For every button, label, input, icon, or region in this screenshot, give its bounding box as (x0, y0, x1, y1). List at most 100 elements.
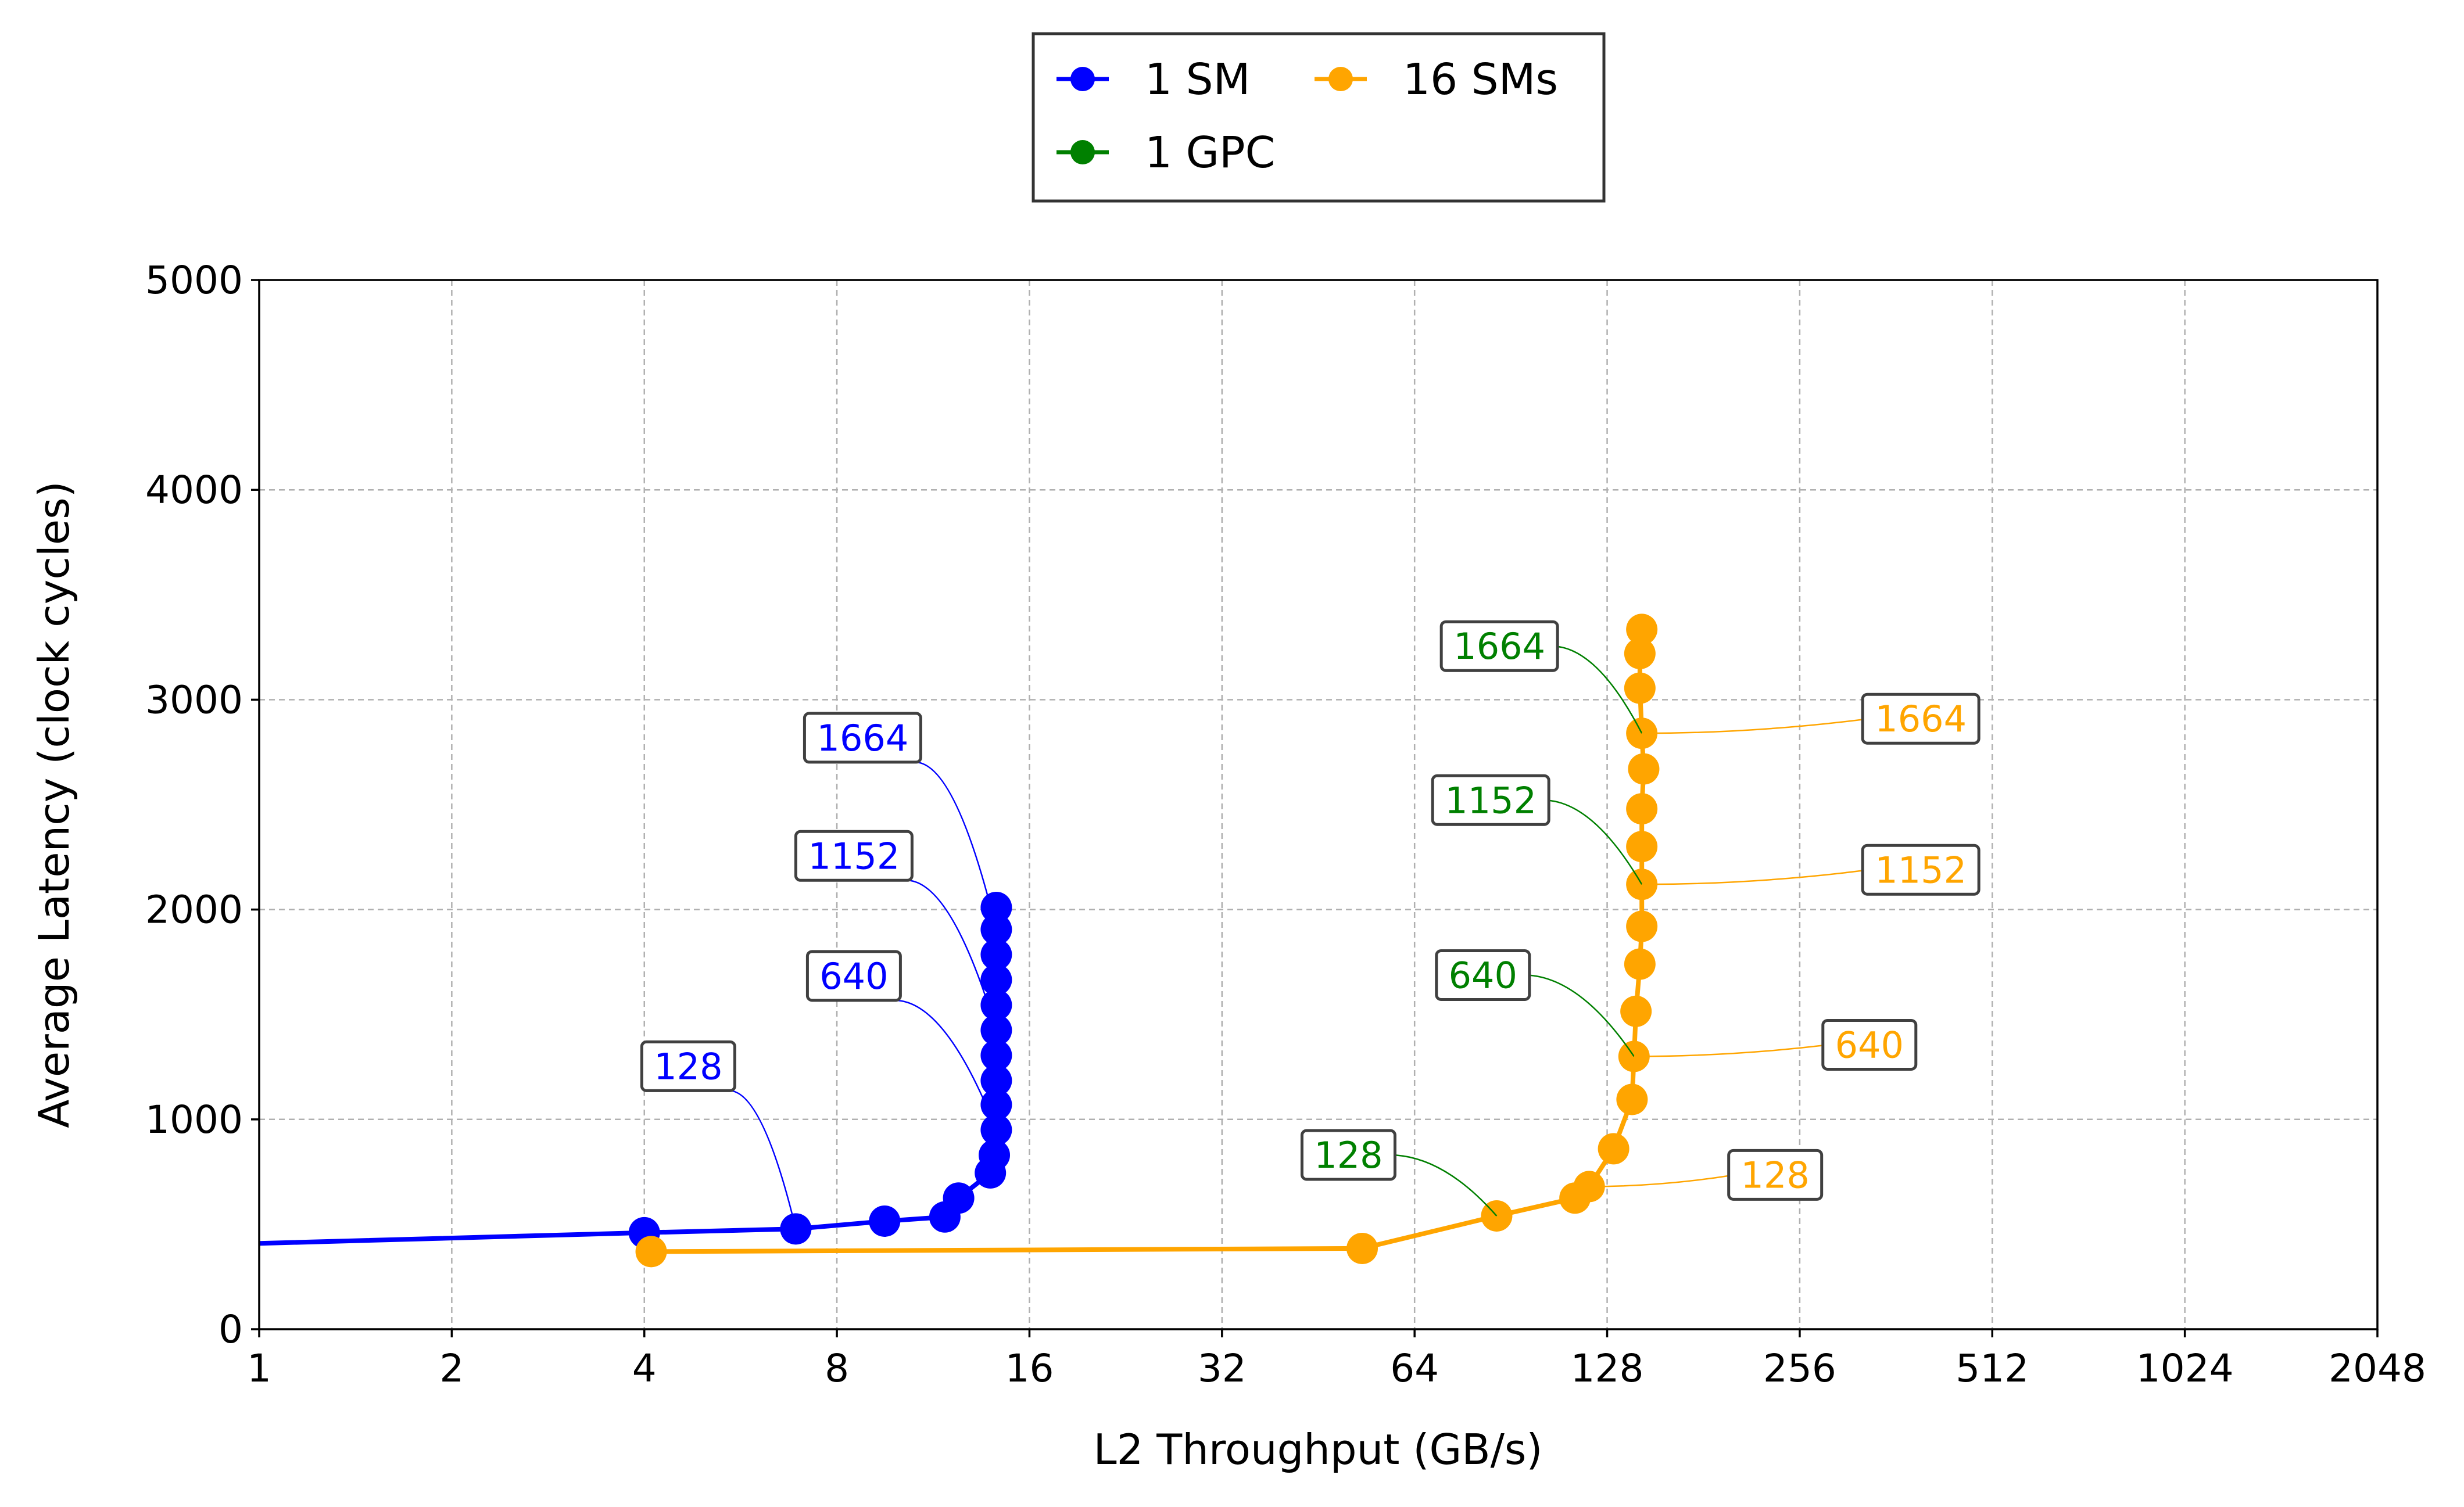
annotation-box (640, 1040, 736, 1092)
annotation-label: 1664 (1453, 625, 1545, 668)
annotation-label: 128 (1741, 1154, 1810, 1196)
data-point-16-sms (1626, 831, 1658, 863)
annotation-box (1861, 692, 1980, 745)
annotation-box (1727, 1149, 1824, 1201)
legend-frame (1032, 32, 1606, 203)
data-point-1-sm (980, 939, 1012, 971)
annotations: 128 640 1152 1664 128 640 1152 1664 128 640 1152 16… (640, 620, 1980, 1229)
annotation-label: 1152 (1875, 849, 1967, 891)
data-point-1-sm (943, 1182, 975, 1214)
data-point-16-sms (1624, 672, 1656, 704)
data-point-1-sm (979, 1139, 1011, 1171)
legend-entry-16-sms: 16 SMs (1315, 55, 1558, 105)
x-axis-label: L2 Throughput (GB/s) (1093, 1425, 1542, 1474)
y-tick-label: 0 (219, 1307, 243, 1352)
annotation-label: 640 (819, 955, 888, 998)
x-tick-label: 2048 (2329, 1346, 2426, 1391)
y-tick-label: 5000 (145, 258, 243, 303)
annotation-connector (1552, 645, 1643, 734)
data-point-16-sms (1628, 753, 1660, 785)
x-tick-label: 32 (1198, 1346, 1247, 1391)
data-point-1-sm (980, 891, 1012, 923)
annotation-connector (1389, 1154, 1498, 1217)
data-point-16-sms (1624, 637, 1656, 669)
y-tick-label: 3000 (145, 677, 243, 722)
annotation-label: 640 (1449, 954, 1517, 996)
annotation-connector (915, 761, 997, 930)
data-point-16-sms (1624, 948, 1656, 980)
annotation-1-gpc-640: 640 (1435, 949, 1635, 1057)
annotation-label: 1152 (1445, 779, 1537, 821)
annotation-label: 128 (654, 1045, 722, 1088)
annotation-box (805, 950, 902, 1002)
annotation-connector (1634, 1044, 1829, 1057)
x-tick-label: 64 (1390, 1346, 1439, 1391)
annotation-box (1821, 1018, 1918, 1071)
legend-entry-1-gpc: 1 GPC (1056, 128, 1275, 178)
y-axis-label: Average Latency (clock cycles) (30, 481, 78, 1128)
annotation-box (1439, 620, 1559, 672)
data-point-16-sms (1620, 995, 1652, 1027)
annotation-connector (906, 880, 997, 1031)
legend: 1 SM 16 SMs 1 GPC (1032, 32, 1606, 203)
annotation-16-sms-1664: 1664 (1642, 692, 1980, 745)
data-point-16-sms (1626, 613, 1658, 645)
annotation-1-sm-1664: 1664 (803, 712, 997, 930)
annotation-connector (894, 999, 997, 1131)
annotation-connector (1642, 717, 1869, 734)
data-point-16-sms (1626, 910, 1658, 942)
annotation-16-sms-128: 128 (1589, 1149, 1824, 1201)
legend-label-1-gpc: 1 GPC (1145, 128, 1275, 178)
annotation-1-gpc-1664: 1664 (1439, 620, 1643, 734)
y-tick-label: 1000 (145, 1097, 243, 1142)
annotation-box (1435, 949, 1531, 1001)
x-tick-label: 256 (1763, 1346, 1836, 1391)
annotation-1-gpc-128: 128 (1300, 1129, 1498, 1217)
annotation-1-sm-640: 640 (805, 950, 997, 1131)
plot-frame (258, 279, 2379, 1330)
data-point-1-sm (980, 989, 1012, 1021)
annotation-16-sms-1152: 1152 (1642, 844, 1980, 896)
annotation-1-sm-128: 128 (640, 1040, 797, 1229)
data-point-16-sms (1598, 1133, 1629, 1165)
annotation-box (1431, 774, 1550, 826)
annotation-1-sm-1152: 1152 (794, 830, 997, 1031)
annotation-label: 1152 (808, 835, 900, 877)
annotation-label: 640 (1835, 1024, 1904, 1066)
annotation-box (1300, 1129, 1396, 1181)
x-tick-label: 2 (439, 1346, 464, 1391)
legend-marker-1-gpc (1070, 140, 1095, 164)
annotation-connector (1642, 869, 1869, 885)
annotation-connector (1523, 974, 1635, 1057)
legend-marker-16-sms (1328, 67, 1353, 91)
x-tick-label: 1024 (2136, 1346, 2234, 1391)
data-point-1-sm (869, 1205, 901, 1237)
x-tick-label: 4 (632, 1346, 657, 1391)
axis-ticks: 1 2 4 8 16 32 64 128 256 512 1024 2048 0 1000 2000 3000… (145, 258, 2426, 1391)
data-point-16-sms (1618, 1040, 1650, 1072)
data-point-16-sms (1616, 1083, 1648, 1115)
data-point-1-sm (980, 913, 1012, 945)
data-point-16-sms (1626, 793, 1658, 825)
annotation-connector (1543, 799, 1643, 885)
annotation-box (1861, 844, 1980, 896)
annotation-box (794, 830, 914, 882)
x-tick-label: 16 (1005, 1346, 1054, 1391)
annotation-label: 1664 (1875, 698, 1967, 740)
legend-label-1-sm: 1 SM (1145, 55, 1250, 105)
x-tick-label: 8 (825, 1346, 849, 1391)
legend-label-16-sms: 16 SMs (1403, 55, 1558, 105)
data-point-1-sm (980, 1039, 1012, 1071)
annotation-label: 128 (1314, 1134, 1383, 1176)
annotation-connector (729, 1090, 797, 1229)
data-point-16-sms (1346, 1232, 1378, 1264)
annotation-1-gpc-1152: 1152 (1431, 774, 1643, 885)
x-tick-label: 1 (247, 1346, 271, 1391)
data-point-1-sm (980, 964, 1012, 996)
annotation-box (803, 712, 922, 764)
y-tick-label: 4000 (145, 468, 243, 512)
annotation-label: 1664 (817, 717, 909, 759)
data-point-16-sms (1573, 1171, 1605, 1203)
